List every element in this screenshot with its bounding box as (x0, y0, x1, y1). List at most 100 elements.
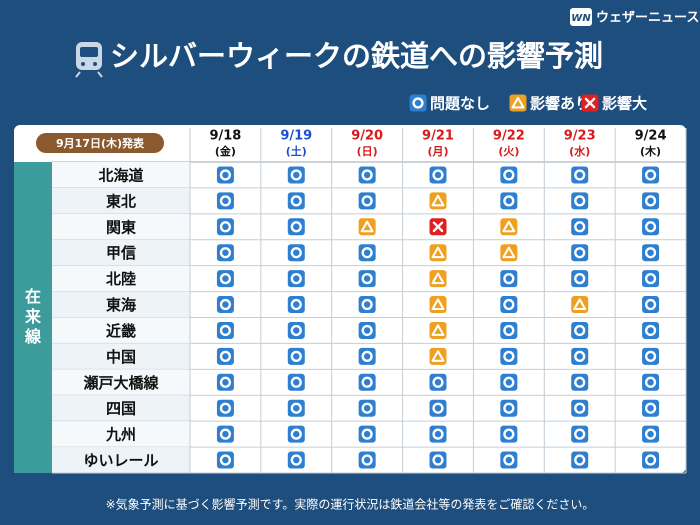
icon-glyph (644, 195, 657, 207)
icon-box (571, 218, 589, 236)
status-icon (429, 373, 447, 391)
status-icon (429, 321, 447, 339)
icon-glyph (503, 195, 515, 207)
column-weekday: (月) (427, 145, 448, 158)
status-icon (429, 347, 447, 365)
icon-glyph (584, 97, 596, 109)
status-icon (571, 373, 589, 391)
icon-box (429, 451, 447, 469)
icon-glyph (361, 376, 373, 388)
status-icon (216, 296, 234, 314)
icon-box (216, 451, 234, 469)
status-icon (429, 218, 447, 236)
icon-glyph (503, 298, 515, 311)
icon-glyph (219, 402, 232, 414)
row-name: 九州 (105, 426, 136, 444)
status-icon (642, 399, 660, 417)
icon-glyph (290, 376, 302, 388)
status-icon (358, 347, 376, 365)
icon-glyph (644, 298, 657, 311)
section-label: 来 (24, 307, 42, 326)
status-icon (571, 425, 589, 443)
status-icon (287, 321, 305, 339)
icon-box (409, 94, 427, 112)
icon-box (500, 373, 518, 391)
status-icon (642, 270, 660, 288)
row-name-cell (52, 317, 190, 344)
icon-glyph (644, 169, 657, 181)
icon-box (216, 425, 234, 443)
icon-box (642, 373, 660, 391)
section-label: 線 (24, 327, 42, 346)
icon-box (216, 296, 234, 314)
icon-box (287, 166, 305, 184)
icon-box (429, 166, 447, 184)
icon-box (287, 321, 305, 339)
icon-box (642, 192, 660, 210)
icon-box (429, 373, 447, 391)
status-icon (216, 166, 234, 184)
icon-box (500, 166, 518, 184)
icon-glyph (431, 194, 445, 207)
status-icon (500, 244, 518, 262)
icon-box (642, 399, 660, 417)
row-name: 北海道 (98, 166, 143, 184)
icon-glyph (219, 247, 232, 259)
icon-glyph (219, 454, 232, 466)
icon-glyph (511, 96, 525, 109)
status-icon (216, 270, 234, 288)
status-icon (287, 373, 305, 391)
icon-box (500, 347, 518, 365)
status-icon (642, 192, 660, 210)
icon-box (642, 321, 660, 339)
icon-glyph (290, 169, 302, 181)
icon-glyph (219, 428, 232, 440)
icon-box (571, 399, 589, 417)
icon-box (287, 451, 305, 469)
status-icon (571, 321, 589, 339)
icon-glyph (360, 220, 374, 233)
status-icon (216, 192, 234, 210)
icon-box (358, 270, 376, 288)
icon-glyph (432, 402, 444, 414)
brand: ウェザーニュース (596, 11, 699, 26)
icon-box (358, 244, 376, 262)
icon-box (571, 244, 589, 262)
status-icon (429, 270, 447, 288)
row-name-cell (52, 239, 190, 266)
icon-box (358, 166, 376, 184)
icon-glyph (432, 454, 444, 466)
column-weekday: (水) (569, 144, 590, 158)
icon-box (642, 244, 660, 262)
status-icon (429, 296, 447, 314)
issued-pill (36, 133, 164, 153)
status-icon (500, 399, 518, 417)
status-icon (500, 373, 518, 391)
icon-glyph (412, 97, 424, 109)
status-icon (500, 321, 518, 339)
icon-box (642, 296, 660, 314)
icon-box (571, 425, 589, 443)
icon-box (571, 321, 589, 339)
icon-glyph (219, 221, 232, 233)
legend-icon (409, 94, 427, 112)
row-name: 東海 (106, 296, 136, 314)
status-icon (216, 347, 234, 365)
row-name: 近畿 (106, 322, 136, 340)
row-name-cell (52, 343, 190, 370)
legend-label: 影響大 (602, 95, 647, 113)
row-name: 関東 (106, 218, 136, 236)
icon-box (216, 399, 234, 417)
status-icon (287, 166, 305, 184)
status-icon (358, 373, 376, 391)
row-name: 四国 (106, 400, 136, 418)
icon-glyph (290, 402, 302, 414)
icon-glyph (574, 428, 586, 440)
icon-box (216, 321, 234, 339)
status-icon (216, 451, 234, 469)
row-name-cell (52, 395, 190, 422)
icon-glyph (574, 169, 586, 181)
status-icon (358, 399, 376, 417)
legend-icon (509, 94, 527, 112)
icon-box (216, 270, 234, 288)
